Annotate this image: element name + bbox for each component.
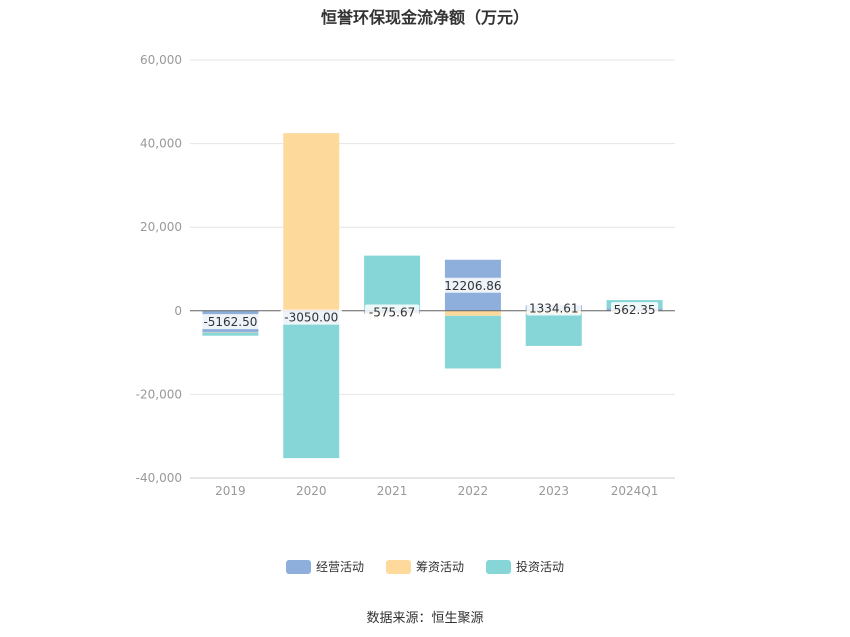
bar-2-3 — [444, 315, 501, 369]
legend-item-operating[interactable]: 经营活动 — [285, 558, 364, 575]
legend-label-operating: 经营活动 — [315, 560, 364, 574]
y-tick-label: 0 — [174, 304, 182, 318]
x-tick-label: 2023 — [538, 484, 569, 498]
data-source: 数据来源：恒生聚源 — [366, 611, 484, 626]
legend-label-financing: 筹资活动 — [415, 560, 464, 574]
data-label-bg — [442, 277, 504, 293]
data-label: -575.67 — [369, 306, 415, 320]
legend-item-investing[interactable]: 投资活动 — [486, 558, 564, 575]
bar-1-3 — [444, 310, 501, 316]
bar-2-4 — [525, 313, 582, 346]
legend-item-financing[interactable]: 筹资活动 — [385, 558, 464, 575]
y-tick-label: -20,000 — [136, 387, 182, 401]
data-label-bg — [610, 302, 659, 318]
bar-1-1 — [283, 133, 340, 311]
x-tick-label: 2021 — [377, 484, 408, 498]
chart-title: 恒誉环保现金流净额（万元） — [320, 8, 529, 27]
y-tick-label: -40,000 — [136, 471, 182, 485]
y-tick-label: 60,000 — [140, 53, 182, 67]
legend-swatch-investing — [486, 559, 511, 574]
data-label-bg — [280, 309, 343, 325]
data-label: 12206.86 — [444, 279, 501, 293]
bar-2-2 — [364, 255, 421, 311]
data-label: 1334.61 — [529, 302, 579, 316]
legend: 经营活动 筹资活动 投资活动 — [0, 558, 850, 575]
data-label: -3050.00 — [284, 311, 338, 325]
chart-plot: 60,000 40,000 20,000 0 -20,000 -40,000 2019 202… — [136, 53, 675, 498]
x-tick-label: 2022 — [458, 484, 489, 498]
x-tick-label: 2020 — [296, 484, 327, 498]
x-tick-label: 2024Q1 — [611, 484, 659, 498]
bar-2-1 — [283, 323, 340, 459]
data-label: -5162.50 — [203, 315, 257, 329]
x-tick-label: 2019 — [215, 484, 246, 498]
legend-swatch-financing — [385, 559, 411, 574]
legend-label-investing: 投资活动 — [516, 560, 565, 574]
data-label-bg — [199, 314, 262, 330]
data-label-bg — [526, 300, 581, 316]
y-tick-label: 20,000 — [140, 220, 182, 234]
legend-swatch-operating — [285, 559, 311, 574]
data-label-bg — [364, 304, 420, 320]
bar-2-0 — [202, 332, 259, 336]
y-tick-label: 40,000 — [140, 137, 182, 151]
data-label: 562.35 — [614, 303, 656, 317]
bar-1-0 — [202, 332, 259, 333]
